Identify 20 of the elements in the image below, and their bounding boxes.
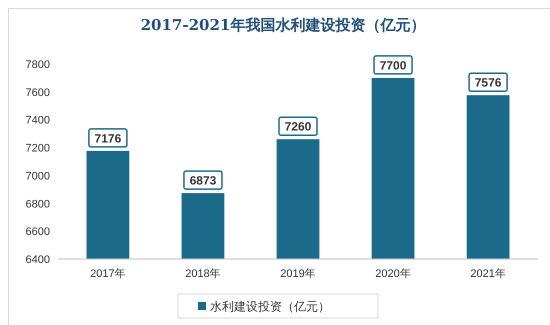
- data-label: 7576: [474, 76, 502, 90]
- x-tick-label: 2019年: [280, 268, 316, 280]
- y-tick-label: 7600: [26, 86, 50, 99]
- data-label: 7700: [380, 58, 407, 72]
- data-label: 7176: [94, 131, 122, 146]
- x-tick-label: 2021年: [470, 268, 506, 280]
- y-tick-label: 7400: [26, 114, 50, 127]
- x-tick-label: 2020年: [375, 268, 411, 280]
- y-tick-label: 6600: [26, 226, 50, 238]
- legend-label: 水利建设投资（亿元）: [210, 300, 330, 314]
- data-label: 6873: [190, 174, 217, 188]
- y-tick-label: 7200: [26, 142, 50, 155]
- data-label: 7260: [284, 120, 312, 134]
- y-tick-label: 6400: [26, 254, 50, 266]
- x-tick-label: 2017年: [90, 268, 126, 280]
- chart-title: 2017-2021年我国水利建设投资（亿元）: [140, 16, 426, 34]
- y-tick-label: 6800: [26, 198, 50, 210]
- y-tick-label: 7800: [26, 59, 50, 71]
- x-tick-label: 2018年: [185, 268, 221, 280]
- y-tick-label: 7000: [26, 170, 50, 182]
